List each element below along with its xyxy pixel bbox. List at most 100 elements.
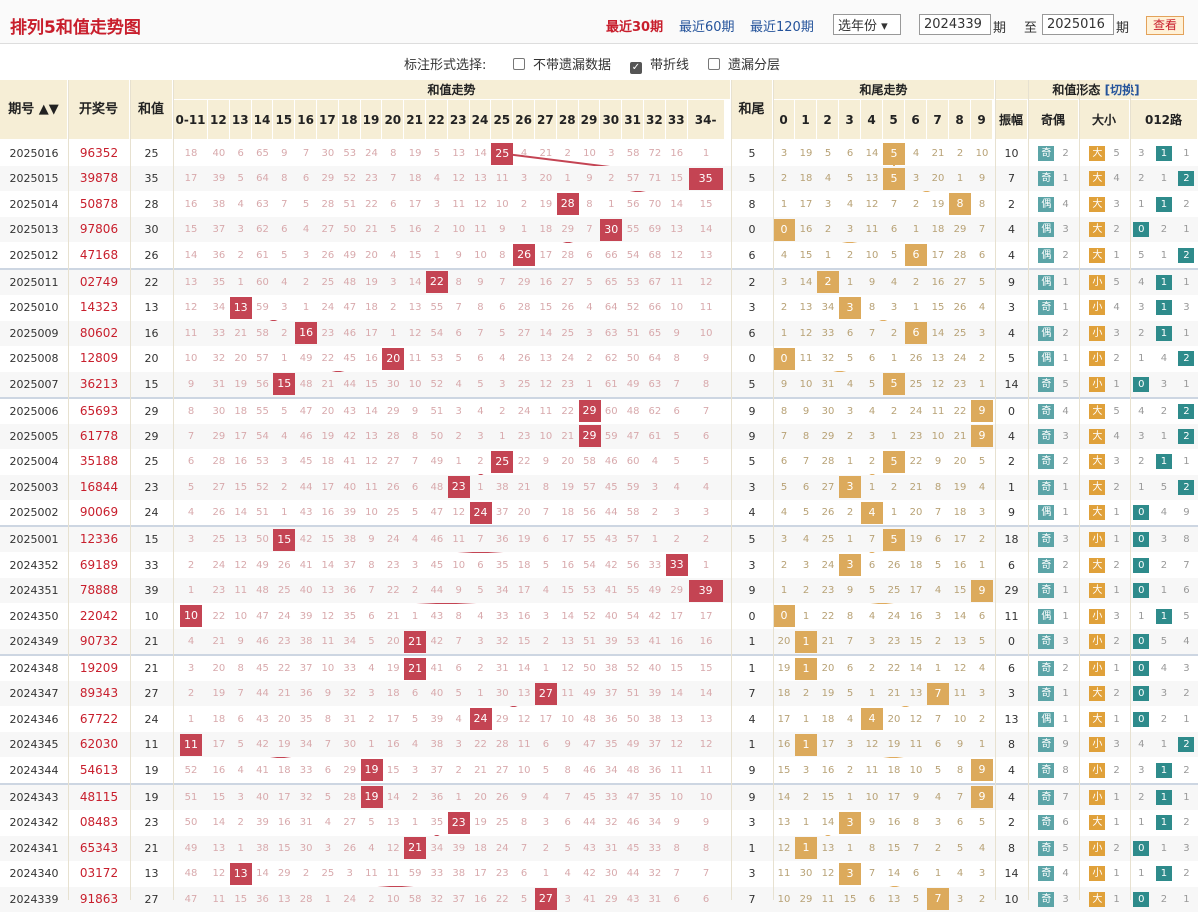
- tail-value-cell: 3: [748, 816, 756, 830]
- sum-miss-cell: 6: [499, 302, 506, 314]
- road-tag: 0: [1133, 505, 1150, 521]
- checkbox-icon[interactable]: [708, 58, 720, 70]
- tail-miss-cell: 27: [821, 481, 835, 493]
- tail-miss-cell: 14: [953, 610, 967, 622]
- sum-miss-cell: 58: [626, 148, 640, 159]
- sum-miss-cell: 2: [477, 456, 484, 468]
- amp-cell: 14: [1004, 867, 1019, 881]
- sum-miss-cell: 52: [626, 663, 640, 674]
- issue-header[interactable]: 期号 ▲▼: [0, 80, 68, 140]
- tail-miss-cell: 26: [953, 302, 967, 314]
- option-no-miss[interactable]: 不带遗漏数据: [513, 54, 611, 73]
- amp-cell: 13: [1004, 712, 1019, 726]
- tail-miss-cell: 1: [890, 507, 898, 519]
- sum-miss-cell: 37: [299, 663, 313, 674]
- sum-miss-cell: 8: [237, 663, 244, 674]
- sum-miss-cell: 2: [564, 148, 571, 159]
- sum-col-header: 19: [360, 100, 383, 140]
- sum-hit-marker: 15: [273, 373, 296, 396]
- tail-miss-cell: 32: [821, 353, 835, 365]
- odd-even-miss: 5: [1062, 378, 1069, 390]
- sum-miss-cell: 3: [302, 249, 310, 261]
- sum-miss-cell: 18: [321, 456, 335, 468]
- sum-miss-cell: 4: [324, 817, 332, 829]
- sum-miss-cell: 7: [187, 430, 195, 442]
- tail-miss-cell: 1: [868, 481, 876, 493]
- odd-even-miss: 2: [1062, 559, 1069, 571]
- tail-hit-marker: 3: [839, 862, 861, 885]
- tail-miss-cell: 18: [909, 559, 923, 571]
- sum-miss-cell: 68: [648, 249, 662, 261]
- odd-even-miss: 9: [1062, 739, 1069, 751]
- road-miss-cell: 3: [1138, 302, 1145, 314]
- checkbox-icon[interactable]: [513, 58, 525, 70]
- tail-miss-cell: 16: [931, 276, 945, 288]
- sum-miss-cell: 12: [670, 249, 684, 261]
- sum-miss-cell: 8: [455, 610, 462, 622]
- issue-cell: 2025015: [9, 172, 59, 186]
- sum-miss-cell: 2: [608, 173, 615, 185]
- tail-miss-cell: 19: [953, 481, 967, 493]
- tail-miss-cell: 11: [799, 353, 813, 365]
- sum-miss-cell: 40: [430, 688, 444, 700]
- sum-miss-cell: 53: [583, 585, 596, 597]
- road-miss-cell: 3: [1183, 663, 1190, 674]
- to-issue-input[interactable]: 2025016: [1042, 14, 1114, 35]
- sum-miss-cell: 25: [561, 327, 575, 339]
- option-line[interactable]: ✓ 带折线: [630, 58, 690, 74]
- road-miss-cell: 3: [1138, 148, 1145, 159]
- tail-miss-cell: 13: [799, 302, 813, 314]
- sum-miss-cell: 18: [184, 148, 198, 159]
- sum-miss-cell: 14: [184, 249, 198, 261]
- road-tag: 1: [1155, 454, 1172, 470]
- sum-miss-cell: 23: [561, 378, 575, 390]
- sum-miss-cell: 30: [495, 688, 509, 700]
- tail-miss-cell: 5: [846, 688, 854, 700]
- tail-miss-cell: 23: [953, 378, 967, 390]
- sum-miss-cell: 7: [411, 456, 419, 468]
- from-issue-input[interactable]: 2024339: [919, 14, 991, 35]
- tail-miss-cell: 25: [821, 534, 835, 546]
- sum-miss-cell: 21: [386, 610, 400, 622]
- sum-miss-cell: 3: [346, 868, 353, 880]
- option-layer[interactable]: 遗漏分层: [708, 54, 780, 73]
- tail-miss-cell: 4: [978, 842, 986, 854]
- size-miss: 1: [1113, 893, 1120, 905]
- road-tag: 1: [1155, 196, 1172, 212]
- sum-miss-cell: 29: [212, 430, 226, 442]
- group-separator: [0, 525, 1198, 528]
- sum-miss-cell: 1: [368, 739, 375, 751]
- amp-cell: 6: [1008, 662, 1015, 675]
- odd-even-miss: 6: [1062, 817, 1069, 829]
- tail-miss-cell: 19: [909, 534, 923, 546]
- query-button[interactable]: 查看: [1146, 16, 1184, 35]
- sum-miss-cell: 8: [702, 378, 710, 390]
- tail-miss-cell: 26: [821, 507, 835, 519]
- odd-even-tag: 偶: [1038, 247, 1055, 263]
- sum-miss-cell: 6: [390, 198, 397, 210]
- sum-miss-cell: 37: [212, 224, 226, 236]
- sum-miss-cell: 10: [670, 302, 684, 314]
- period-60-link[interactable]: 最近60期: [679, 20, 735, 35]
- sum-miss-cell: 46: [256, 636, 269, 648]
- tail-miss-cell: 21: [909, 481, 923, 493]
- sum-miss-cell: 9: [542, 456, 550, 468]
- sum-miss-cell: 11: [212, 893, 226, 905]
- tail-miss-cell: 1: [890, 353, 898, 365]
- sum-miss-cell: 36: [256, 893, 269, 905]
- year-select[interactable]: 选年份 ▾: [833, 14, 901, 35]
- checkbox-checked-icon[interactable]: ✓: [630, 62, 642, 74]
- tail-miss-cell: 19: [931, 198, 945, 210]
- period-120-link[interactable]: 最近120期: [750, 20, 814, 35]
- road-miss-cell: 1: [1138, 353, 1145, 365]
- sum-miss-cell: 4: [411, 739, 419, 751]
- tail-miss-cell: 5: [780, 481, 788, 493]
- sum-miss-cell: 10: [321, 663, 335, 674]
- period-30-link[interactable]: 最近30期: [606, 20, 664, 35]
- sum-miss-cell: 45: [430, 559, 444, 571]
- sum-miss-cell: 16: [321, 507, 335, 519]
- sum-miss-cell: 2: [455, 764, 462, 776]
- size-tag: 小: [1089, 325, 1106, 341]
